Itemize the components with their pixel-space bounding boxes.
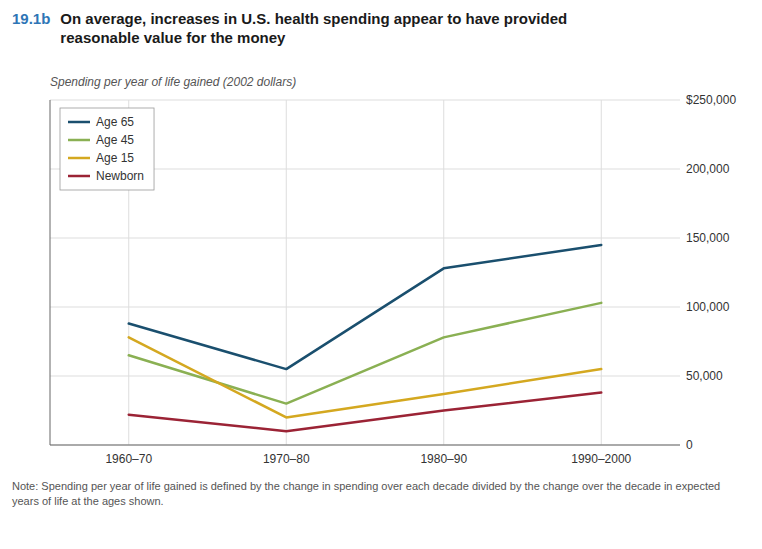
y-grid-line bbox=[50, 238, 680, 239]
title-line: reasonable value for the money bbox=[60, 29, 286, 46]
x-tick-label: 1970–80 bbox=[263, 452, 310, 466]
y-tick-label: 0 bbox=[686, 438, 693, 452]
title: On average, increases in U.S. health spe… bbox=[60, 10, 567, 46]
x-tick-label: 1960–70 bbox=[105, 452, 152, 466]
x-tick-label: 1990–2000 bbox=[571, 452, 631, 466]
x-axis bbox=[50, 445, 680, 446]
y-grid-line bbox=[50, 376, 680, 377]
legend-swatch bbox=[68, 157, 90, 160]
legend-swatch bbox=[68, 121, 90, 124]
legend-label: Age 45 bbox=[96, 133, 134, 147]
title-number: 19.1b bbox=[12, 10, 50, 27]
series-lines bbox=[129, 245, 602, 431]
grid bbox=[50, 100, 680, 445]
series-line bbox=[129, 393, 602, 432]
note-line: years of life at the ages shown. bbox=[12, 495, 164, 507]
series-line bbox=[129, 337, 602, 417]
legend-label: Newborn bbox=[96, 169, 144, 183]
note: Note: Spending per year of life gained i… bbox=[12, 480, 720, 507]
title-line: On average, increases in U.S. health spe… bbox=[60, 10, 567, 27]
series-line bbox=[129, 303, 602, 404]
y-tick-label: 50,000 bbox=[686, 369, 723, 383]
legend-label: Age 65 bbox=[96, 115, 134, 129]
chart: 19.1b On average, increases in U.S. healt… bbox=[0, 0, 762, 549]
y-axis bbox=[50, 100, 51, 445]
legend-swatch bbox=[68, 139, 90, 142]
legend: Age 65 Age 45 Age 15 Newborn bbox=[60, 108, 154, 190]
y-tick-label: 100,000 bbox=[686, 300, 730, 314]
legend-label: Age 15 bbox=[96, 151, 134, 165]
y-grid-line bbox=[50, 100, 680, 101]
x-tick-label: 1980–90 bbox=[420, 452, 467, 466]
note-line: Note: Spending per year of life gained i… bbox=[12, 480, 720, 492]
y-tick-label: 200,000 bbox=[686, 162, 730, 176]
y-grid-line bbox=[50, 445, 680, 446]
series-line bbox=[129, 245, 602, 369]
y-tick-label: 150,000 bbox=[686, 231, 730, 245]
y-tick-label: $250,000 bbox=[686, 93, 736, 107]
legend-frame bbox=[60, 108, 154, 190]
legend-swatch bbox=[68, 175, 90, 178]
x-grid-line bbox=[286, 100, 287, 445]
subtitle: Spending per year of life gained (2002 d… bbox=[50, 75, 296, 89]
